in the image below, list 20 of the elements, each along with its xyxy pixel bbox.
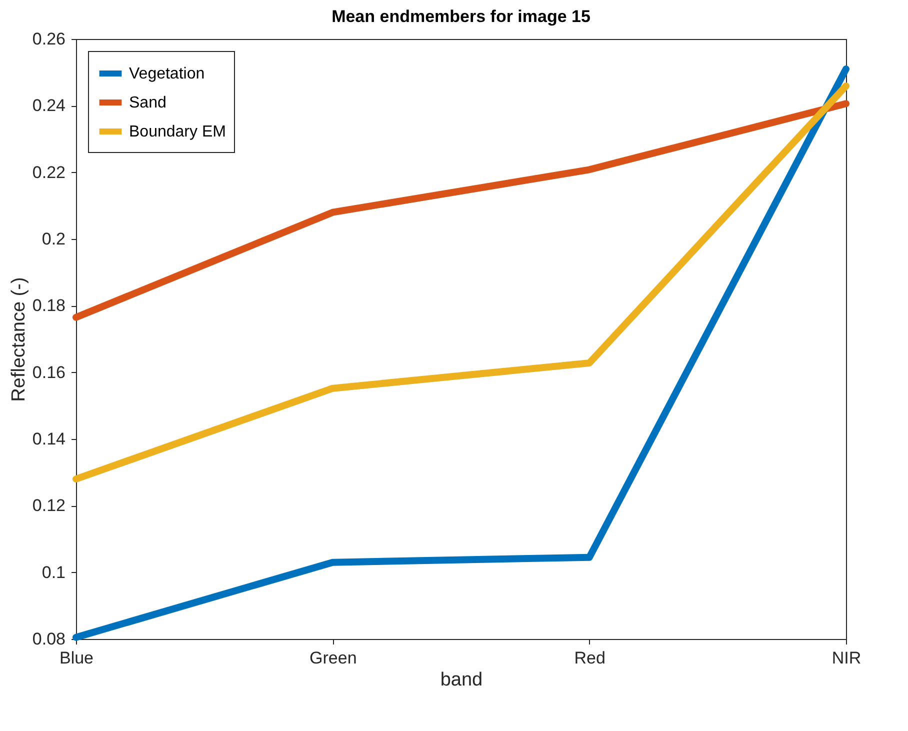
x-tick-label: NIR bbox=[832, 648, 862, 668]
legend-label: Sand bbox=[129, 94, 166, 112]
legend-label: Boundary EM bbox=[129, 124, 226, 140]
x-axis-title: band bbox=[440, 670, 483, 690]
y-tick-label: 0.16 bbox=[32, 362, 66, 382]
y-tick-label: 0.1 bbox=[42, 562, 66, 582]
y-tick-label: 0.18 bbox=[32, 296, 66, 316]
y-axis-title: Reflectance (-) bbox=[8, 277, 30, 402]
x-tick-label: Red bbox=[574, 648, 606, 668]
y-tick-label: 0.22 bbox=[32, 162, 66, 182]
legend-label: Vegetation bbox=[129, 66, 205, 82]
y-tick-label: 0.26 bbox=[32, 30, 66, 48]
y-tick-label: 0.08 bbox=[32, 630, 66, 648]
y-tick-label: 0.14 bbox=[32, 430, 66, 448]
y-tick-label: 0.12 bbox=[32, 496, 66, 516]
y-tick-label: 0.24 bbox=[32, 96, 66, 116]
chart-title: Mean endmembers for image 15 bbox=[332, 7, 590, 26]
y-tick-label: 0.2 bbox=[42, 230, 66, 248]
x-tick-label: Blue bbox=[59, 648, 94, 668]
x-tick-label: Green bbox=[310, 648, 357, 668]
